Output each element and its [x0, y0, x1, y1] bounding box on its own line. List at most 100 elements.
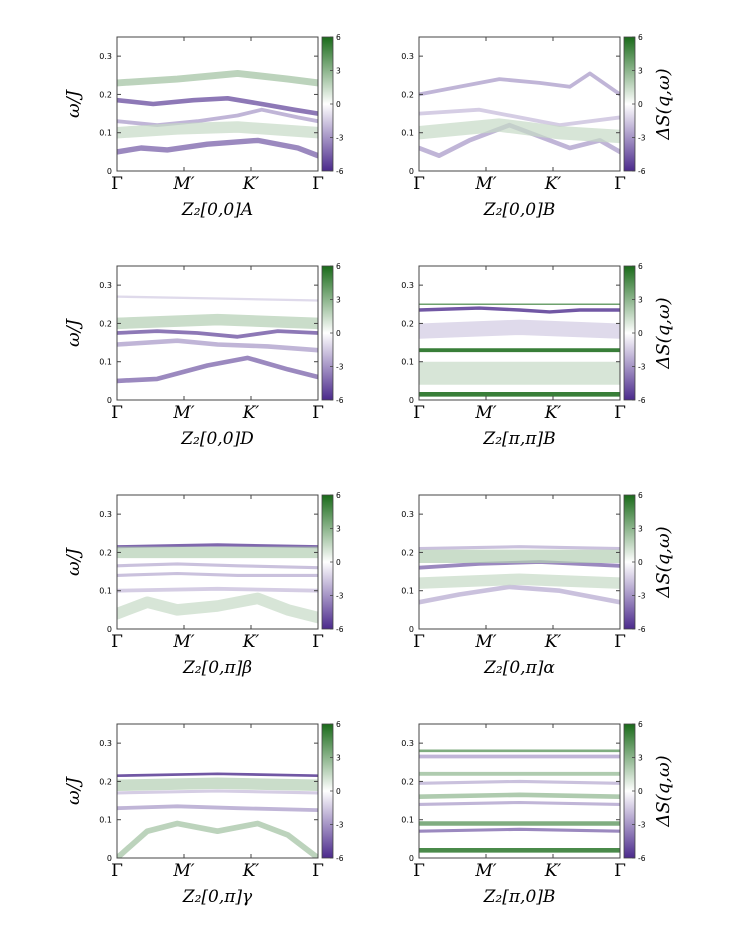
- spectral-band: [117, 121, 318, 139]
- spectral-band: [117, 96, 318, 116]
- panel-2: 0 0.1 0.2 0.3 Γ M′ K′ Γ Z₂[0,0]B 6 3 0 -3 -6 ΔS(q,ω): [401, 33, 674, 220]
- y-tick-label: 0.3: [99, 281, 112, 290]
- colorbar-tick-label: 6: [638, 262, 643, 271]
- y-tick-label: 0: [409, 854, 414, 863]
- y-axis-label: ω/J: [63, 88, 84, 118]
- spectral-band: [419, 107, 620, 127]
- colorbar-label: ΔS(q,ω): [653, 526, 674, 598]
- panel-8: 0 0.1 0.2 0.3 Γ M′ K′ Γ Z₂[π,0]B 6 3 0 -3 -6 ΔS(q,ω): [401, 720, 674, 907]
- y-tick-label: 0.2: [99, 90, 112, 99]
- x-tick-label: K′: [544, 174, 562, 194]
- y-tick-label: 0: [409, 396, 414, 405]
- plot-frame: [418, 723, 621, 859]
- panel-4: 0 0.1 0.2 0.3 Γ M′ K′ Γ Z₂[π,π]B 6 3 0 -3 -6 ΔS(q,ω): [401, 262, 674, 449]
- y-tick-label: 0.3: [401, 52, 414, 61]
- x-tick-label: M′: [172, 632, 194, 652]
- spectral-band: [117, 586, 318, 593]
- heatmap-bands: [117, 69, 318, 159]
- spectral-band: [419, 800, 620, 806]
- spectral-band: [117, 804, 318, 812]
- colorbar-tick-label: 0: [336, 329, 341, 338]
- x-tick-label: K′: [544, 632, 562, 652]
- heatmap-bands: [117, 543, 318, 624]
- colorbar-tick-label: -6: [336, 854, 344, 863]
- colorbar-tick-label: 0: [638, 787, 643, 796]
- y-tick-label: 0: [107, 625, 112, 634]
- x-tick-label: K′: [544, 861, 562, 881]
- spectral-band: [419, 792, 620, 799]
- colorbar-tick-label: 0: [336, 100, 341, 109]
- y-tick-label: 0.1: [99, 816, 112, 825]
- y-axis-label: ω/J: [63, 546, 84, 576]
- panel-title: Z₂[π,π]B: [482, 429, 555, 449]
- colorbar-tick-label: 3: [638, 67, 643, 76]
- spectral-band: [117, 777, 318, 792]
- x-tick-label: Γ: [614, 632, 626, 652]
- spectral-band: [419, 319, 620, 339]
- panel-title: Z₂[0,0]A: [181, 200, 253, 220]
- y-tick-label: 0.3: [99, 52, 112, 61]
- x-tick-label: M′: [172, 174, 194, 194]
- colorbar-tick-label: -3: [336, 821, 344, 830]
- panel-1: 0 0.1 0.2 0.3 Γ M′ K′ Γ Z₂[0,0]A ω/J 6 3 0 -3 -6: [63, 33, 344, 220]
- spectral-band: [117, 329, 318, 339]
- colorbar-tick-label: -6: [336, 167, 344, 176]
- spectral-band: [419, 71, 620, 97]
- y-tick-label: 0.2: [401, 777, 414, 786]
- heatmap-bands: [419, 545, 620, 605]
- colorbar-tick-label: -6: [638, 854, 646, 863]
- y-tick-label: 0.3: [99, 510, 112, 519]
- spectral-band: [117, 571, 318, 577]
- spectral-band: [117, 543, 318, 549]
- colorbar-tick-label: 0: [638, 558, 643, 567]
- colorbar-tick-label: -6: [638, 167, 646, 176]
- panel-title: Z₂[0,0]D: [180, 429, 254, 449]
- x-tick-label: M′: [474, 174, 496, 194]
- spectral-band: [117, 355, 318, 384]
- y-tick-label: 0: [409, 167, 414, 176]
- spectral-band: [419, 584, 620, 605]
- spectral-band: [419, 573, 620, 589]
- colorbar-tick-label: 0: [336, 558, 341, 567]
- colorbar-tick-label: -6: [638, 396, 646, 405]
- x-tick-label: K′: [544, 403, 562, 423]
- colorbar-tick-label: 6: [336, 491, 341, 500]
- colorbar-tick-label: -3: [638, 592, 646, 601]
- plot-frame: [418, 265, 621, 401]
- heatmap-bands: [419, 749, 620, 853]
- x-tick-label: K′: [242, 403, 260, 423]
- spectral-band: [117, 592, 318, 624]
- x-tick-label: Γ: [413, 632, 425, 652]
- y-tick-label: 0.2: [99, 548, 112, 557]
- y-tick-label: 0.1: [401, 587, 414, 596]
- spectral-band: [117, 772, 318, 778]
- colorbar-tick-label: 3: [638, 296, 643, 305]
- colorbar-tick-label: 0: [638, 100, 643, 109]
- x-tick-label: Γ: [111, 174, 123, 194]
- x-tick-label: Γ: [111, 632, 123, 652]
- x-tick-label: M′: [474, 403, 496, 423]
- spectral-band: [117, 820, 318, 858]
- spectral-band: [117, 338, 318, 353]
- colorbar-tick-label: 0: [336, 787, 341, 796]
- x-tick-label: M′: [474, 632, 496, 652]
- colorbar-tick-label: 3: [336, 67, 341, 76]
- colorbar-tick-label: -3: [336, 134, 344, 143]
- y-axis-label: ω/J: [63, 775, 84, 805]
- colorbar-tick-label: 3: [336, 754, 341, 763]
- y-tick-label: 0.1: [99, 129, 112, 138]
- heatmap-bands: [419, 71, 620, 158]
- x-tick-label: Γ: [614, 403, 626, 423]
- y-tick-label: 0.2: [99, 777, 112, 786]
- heatmap-bands: [419, 303, 620, 397]
- x-tick-label: M′: [474, 861, 496, 881]
- spectral-band: [117, 313, 318, 330]
- y-tick-label: 0.3: [401, 510, 414, 519]
- x-tick-label: Γ: [614, 861, 626, 881]
- spectral-band: [419, 118, 620, 144]
- colorbar-tick-label: -6: [336, 625, 344, 634]
- y-tick-label: 0: [409, 625, 414, 634]
- panel-title: Z₂[0,π]γ: [182, 887, 253, 907]
- panel-5: 0 0.1 0.2 0.3 Γ M′ K′ Γ Z₂[0,π]β ω/J 6 3 0 -3 -6: [63, 491, 344, 678]
